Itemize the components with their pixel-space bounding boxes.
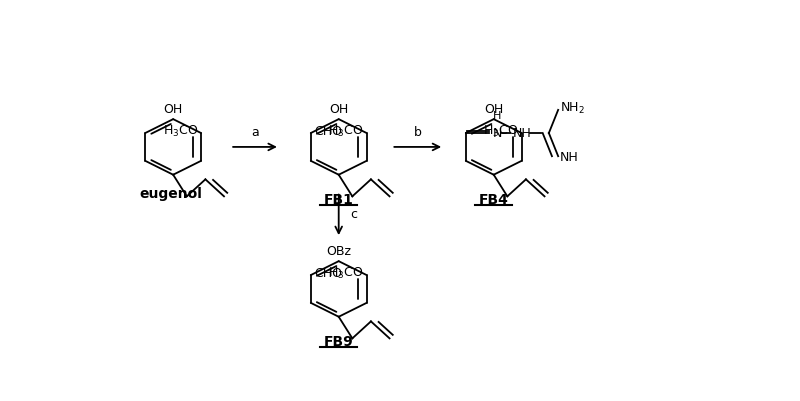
Text: OH: OH [329,103,348,116]
Text: FB9: FB9 [324,335,354,349]
Text: H$_3$CO: H$_3$CO [162,124,198,139]
Text: OBz: OBz [326,245,351,258]
Text: FB1: FB1 [324,193,354,207]
Text: eugenol: eugenol [139,187,202,201]
Text: OH: OH [484,103,503,116]
Text: H: H [494,111,502,121]
Text: H$_3$CO: H$_3$CO [483,124,518,139]
Text: H$_3$CO: H$_3$CO [328,266,363,281]
Text: c: c [350,209,357,221]
Text: CHO: CHO [314,267,342,280]
Text: N: N [493,127,502,140]
Text: H$_3$CO: H$_3$CO [328,124,363,139]
Text: CHO: CHO [314,125,342,138]
Text: NH$_2$: NH$_2$ [560,101,585,117]
Text: NH: NH [513,127,532,140]
Text: b: b [414,126,422,139]
Text: NH: NH [560,151,578,164]
Text: OH: OH [163,103,182,116]
Text: a: a [251,126,259,139]
Text: FB4: FB4 [478,193,509,207]
